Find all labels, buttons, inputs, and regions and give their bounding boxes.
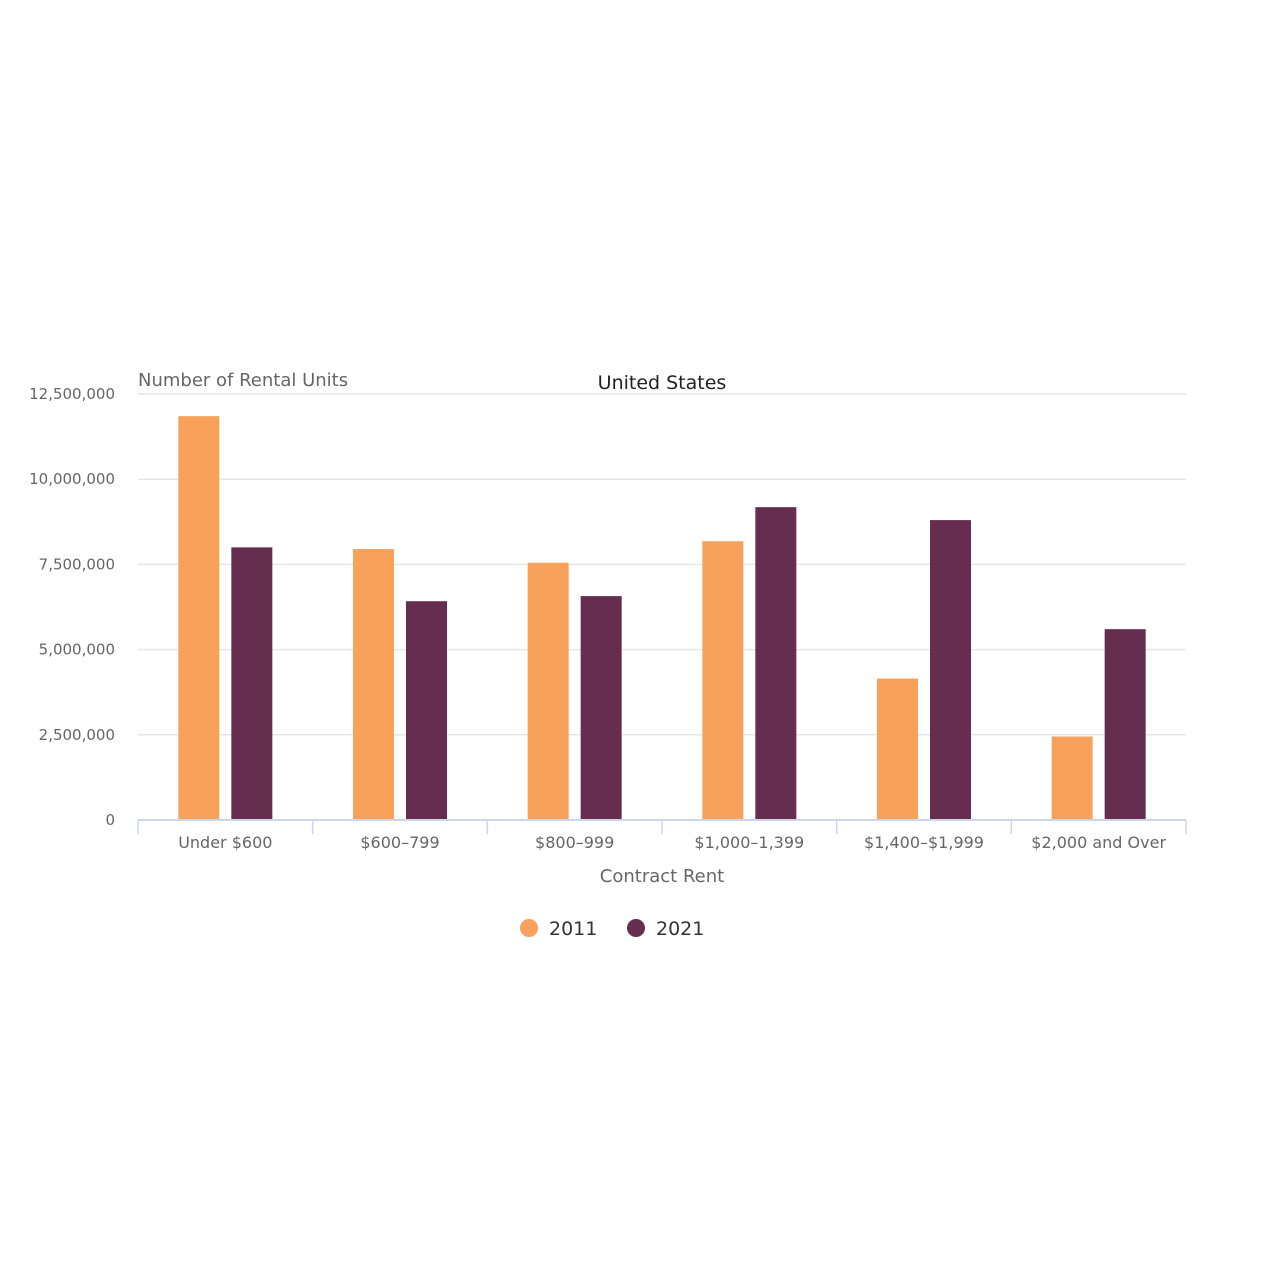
x-tick-label: $1,000–1,399 <box>694 833 804 852</box>
y-tick-label: 12,500,000 <box>29 385 115 403</box>
x-tick-label: $1,400–$1,999 <box>864 833 984 852</box>
legend: 2011 2021 <box>520 918 704 940</box>
y-tick-label: 5,000,000 <box>39 641 115 659</box>
chart-title: United States <box>598 372 727 394</box>
gridlines <box>138 393 1186 736</box>
bar-2021[interactable] <box>231 547 273 820</box>
bar-2011[interactable] <box>353 549 394 820</box>
x-axis: Under $600 $600–799 $800–999 $1,000–1,399 $1… <box>137 819 1187 852</box>
bar-2011[interactable] <box>877 678 918 820</box>
bar-2011[interactable] <box>527 562 569 820</box>
bar-2011[interactable] <box>178 416 220 820</box>
bar-2021[interactable] <box>930 520 971 820</box>
bars <box>178 416 1146 820</box>
legend-marker-2011[interactable] <box>520 919 538 937</box>
y-axis-ticks: 0 2,500,000 5,000,000 7,500,000 10,000,000 12… <box>29 385 115 829</box>
bar-2021[interactable] <box>406 601 447 820</box>
bar-2011[interactable] <box>702 541 744 820</box>
x-tick-label: $2,000 and Over <box>1031 833 1166 852</box>
legend-label[interactable]: 2011 <box>549 918 597 940</box>
x-axis-title: Contract Rent <box>600 866 724 887</box>
bar-2021[interactable] <box>755 507 797 820</box>
x-tick-label: $800–999 <box>535 833 614 852</box>
y-tick-label: 0 <box>105 811 115 829</box>
y-tick-label: 7,500,000 <box>39 555 115 573</box>
legend-marker-2021[interactable] <box>627 919 645 937</box>
x-tick-label: Under $600 <box>178 833 272 852</box>
y-axis-title: Number of Rental Units <box>138 370 348 391</box>
y-tick-label: 2,500,000 <box>39 726 115 744</box>
bar-2021[interactable] <box>580 596 622 820</box>
bar-2011[interactable] <box>1051 736 1093 820</box>
bar-2021[interactable] <box>1104 629 1146 820</box>
legend-label[interactable]: 2021 <box>656 918 704 940</box>
y-tick-label: 10,000,000 <box>29 470 115 488</box>
x-tick-label: $600–799 <box>360 833 439 852</box>
